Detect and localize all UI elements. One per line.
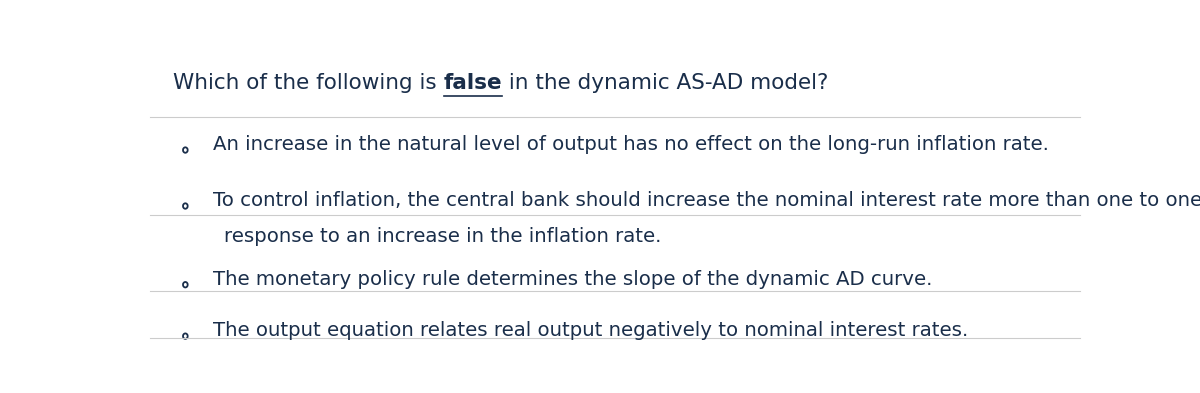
Text: in the dynamic AS-AD model?: in the dynamic AS-AD model? (503, 73, 829, 93)
Text: false: false (444, 73, 503, 93)
Text: Which of the following is: Which of the following is (173, 73, 444, 93)
Text: The output equation relates real output negatively to nominal interest rates.: The output equation relates real output … (214, 321, 968, 340)
Text: The monetary policy rule determines the slope of the dynamic AD curve.: The monetary policy rule determines the … (214, 270, 932, 288)
Text: An increase in the natural level of output has no effect on the long-run inflati: An increase in the natural level of outp… (214, 135, 1049, 154)
Text: To control inflation, the central bank should increase the nominal interest rate: To control inflation, the central bank s… (214, 191, 1200, 210)
Text: response to an increase in the inflation rate.: response to an increase in the inflation… (224, 227, 661, 246)
